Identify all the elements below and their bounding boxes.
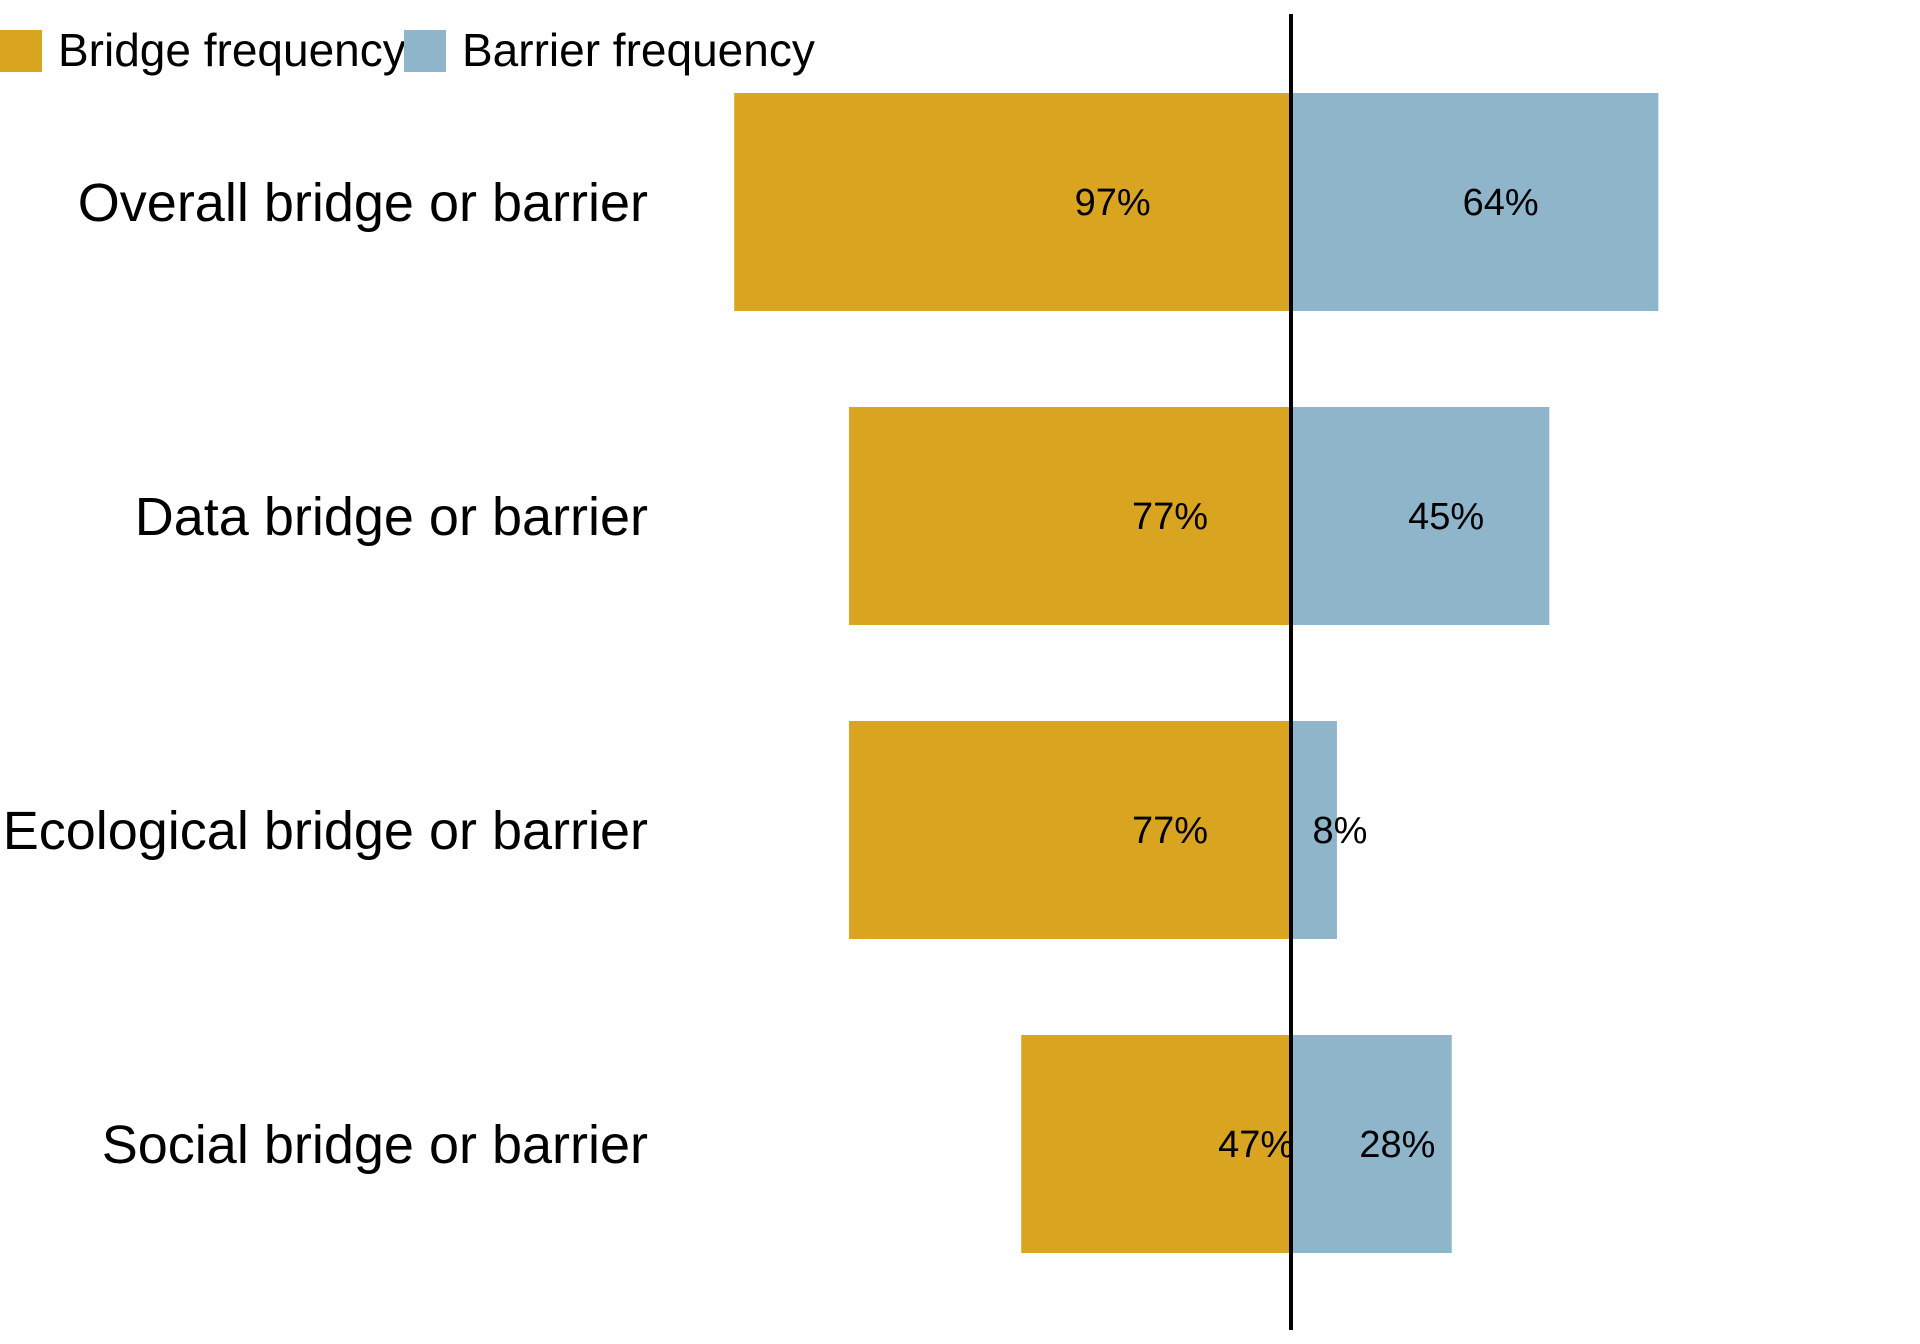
category-label: Overall bridge or barrier [78, 173, 648, 233]
category-labels: Overall bridge or barrier Data bridge or … [3, 173, 648, 1175]
category-label: Data bridge or barrier [135, 487, 648, 547]
barrier-value-label: 45% [1408, 496, 1484, 538]
bars [734, 93, 1659, 1253]
bridge-value-label: 77% [1132, 810, 1208, 852]
barrier-value-label: 64% [1463, 182, 1539, 224]
legend-swatch-barrier [404, 30, 446, 72]
barrier-value-label: 28% [1359, 1124, 1435, 1166]
bridge-bar [849, 721, 1291, 939]
barrier-bar [1291, 93, 1659, 311]
bridge-value-label: 47% [1218, 1124, 1294, 1166]
legend-label-bridge: Bridge frequency [58, 24, 406, 76]
bridge-bar [734, 93, 1291, 311]
barrier-bar [1291, 721, 1337, 939]
legend: Bridge frequency Barrier frequency [0, 24, 815, 76]
bridge-bar [849, 407, 1291, 625]
category-label: Ecological bridge or barrier [3, 801, 648, 861]
bridge-value-label: 97% [1075, 182, 1151, 224]
data-labels: 97% 64% 77% 45% 77% 8% 47% 28% [1075, 182, 1539, 1166]
legend-label-barrier: Barrier frequency [462, 24, 815, 76]
legend-swatch-bridge [0, 30, 42, 72]
barrier-bar [1291, 1035, 1452, 1253]
barrier-value-label: 8% [1312, 810, 1367, 852]
category-label: Social bridge or barrier [102, 1115, 648, 1175]
barrier-bar [1291, 407, 1550, 625]
bridge-value-label: 77% [1132, 496, 1208, 538]
bridge-bar [1021, 1035, 1291, 1253]
